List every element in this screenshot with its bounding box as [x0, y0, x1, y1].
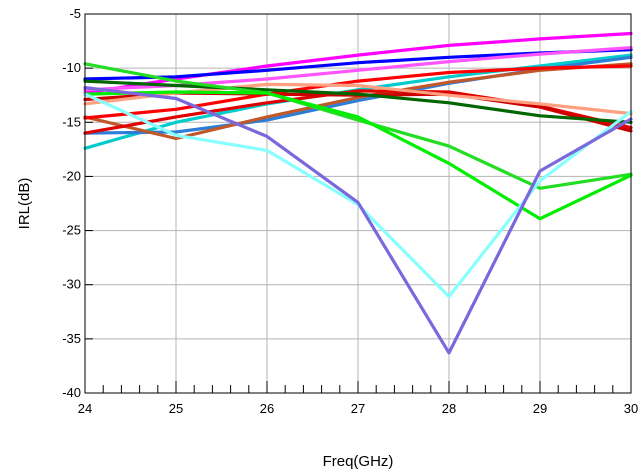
y-tick-label-3: -25: [62, 223, 81, 238]
x-axis-title: Freq(GHz): [323, 453, 394, 470]
series-line-0: [83, 31, 633, 95]
x-tick-labels: 24 25 26 27 28 29 30: [78, 401, 638, 416]
x-tick-label-4: 28: [442, 401, 456, 416]
x-tick-label-1: 25: [169, 401, 183, 416]
x-tick-label-5: 29: [533, 401, 547, 416]
plot-frame: [84, 13, 632, 394]
series-line-5: [83, 62, 633, 141]
y-axis-title: IRL(dB): [16, 178, 33, 230]
y-tick-label-2: -30: [62, 277, 81, 292]
series-lines: [83, 31, 633, 355]
x-tick-label-0: 24: [78, 401, 92, 416]
y-tick-label-6: -10: [62, 60, 81, 75]
x-tick-label-2: 26: [260, 401, 274, 416]
y-tick-labels: -40 -35 -30 -25 -20 -15 -10 -5: [62, 6, 81, 400]
series-line-12: [83, 90, 633, 221]
y-tick-label-5: -15: [62, 114, 81, 129]
x-tick-label-3: 27: [351, 401, 365, 416]
series-line-10: [83, 79, 633, 124]
y-tick-label-1: -35: [62, 331, 81, 346]
series-line-6: [83, 64, 633, 120]
x-tick-label-6: 30: [624, 401, 638, 416]
y-tick-label-7: -5: [69, 6, 81, 21]
series-line-14: [83, 85, 633, 355]
series-line-11: [83, 62, 633, 190]
y-tick-label-4: -20: [62, 168, 81, 183]
y-tick-label-0: -40: [62, 385, 81, 400]
